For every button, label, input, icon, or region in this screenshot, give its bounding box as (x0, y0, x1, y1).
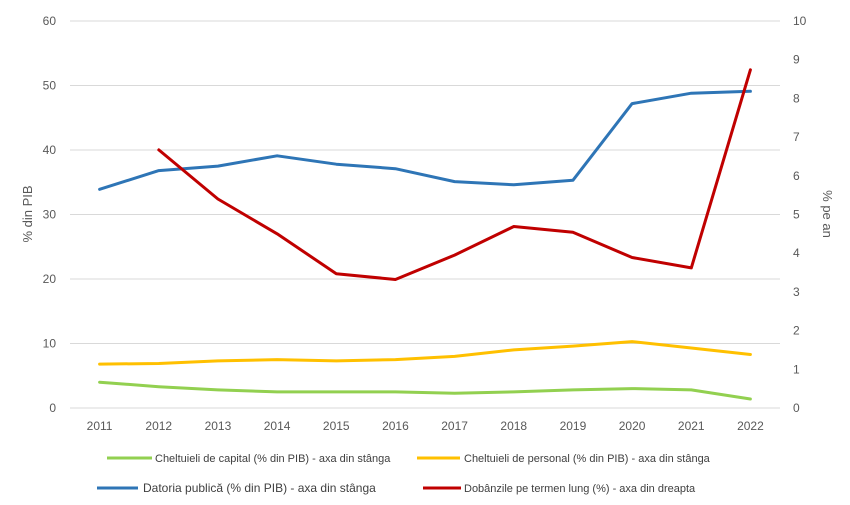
left-axis-ticks: 0 10 20 30 40 50 60 (43, 14, 57, 415)
right-tick-label: 10 (793, 14, 807, 28)
right-tick-label: 9 (793, 53, 800, 67)
x-axis-ticks: 2011 2012 2013 2014 2015 2016 2017 2018 2019 2020… (87, 419, 764, 433)
right-tick-label: 3 (793, 285, 800, 299)
legend-item-datoria: Datoria publică (% din PIB) - axa din st… (97, 481, 376, 495)
x-tick-label: 2014 (264, 419, 291, 433)
right-tick-label: 6 (793, 169, 800, 183)
series-line-personal (98, 340, 752, 366)
left-tick-label: 30 (43, 208, 57, 222)
legend-item-capital: Cheltuieli de capital (% din PIB) - axa … (107, 453, 391, 465)
right-axis-title: % pe an (820, 190, 835, 238)
x-tick-label: 2021 (678, 419, 705, 433)
series-line-dobanzi (157, 68, 752, 281)
series-lines (98, 68, 752, 401)
x-tick-label: 2019 (560, 419, 587, 433)
legend: Cheltuieli de capital (% din PIB) - axa … (97, 453, 711, 495)
series-line-datoria (98, 89, 752, 191)
left-tick-label: 20 (43, 272, 57, 286)
right-tick-label: 7 (793, 130, 800, 144)
legend-label-datoria: Datoria publică (% din PIB) - axa din st… (143, 481, 376, 495)
left-axis-title: % din PIB (20, 185, 35, 242)
right-tick-label: 1 (793, 362, 800, 376)
left-tick-label: 10 (43, 337, 57, 351)
left-tick-label: 40 (43, 143, 57, 157)
series-line-capital (98, 380, 752, 401)
gridlines (70, 20, 780, 409)
legend-item-dobanzi: Dobânzile pe termen lung (%) - axa din d… (423, 483, 696, 495)
x-tick-label: 2015 (323, 419, 350, 433)
x-tick-label: 2011 (87, 419, 113, 433)
right-tick-label: 0 (793, 401, 800, 415)
x-tick-label: 2013 (205, 419, 232, 433)
legend-label-dobanzi: Dobânzile pe termen lung (%) - axa din d… (464, 483, 696, 495)
right-tick-label: 5 (793, 208, 800, 222)
legend-label-capital: Cheltuieli de capital (% din PIB) - axa … (155, 453, 391, 465)
x-tick-label: 2016 (382, 419, 409, 433)
right-tick-label: 4 (793, 246, 800, 260)
right-tick-label: 8 (793, 91, 800, 105)
legend-label-personal: Cheltuieli de personal (% din PIB) - axa… (464, 453, 711, 465)
left-tick-label: 50 (43, 79, 57, 93)
x-tick-label: 2017 (441, 419, 468, 433)
x-tick-label: 2022 (737, 419, 764, 433)
right-axis-ticks: 0 1 2 3 4 5 6 7 8 9 10 (793, 14, 807, 415)
x-tick-label: 2012 (145, 419, 172, 433)
x-tick-label: 2018 (500, 419, 527, 433)
x-tick-label: 2020 (619, 419, 646, 433)
left-tick-label: 60 (43, 14, 57, 28)
right-tick-label: 2 (793, 324, 800, 338)
legend-item-personal: Cheltuieli de personal (% din PIB) - axa… (417, 453, 711, 465)
left-tick-label: 0 (49, 401, 56, 415)
